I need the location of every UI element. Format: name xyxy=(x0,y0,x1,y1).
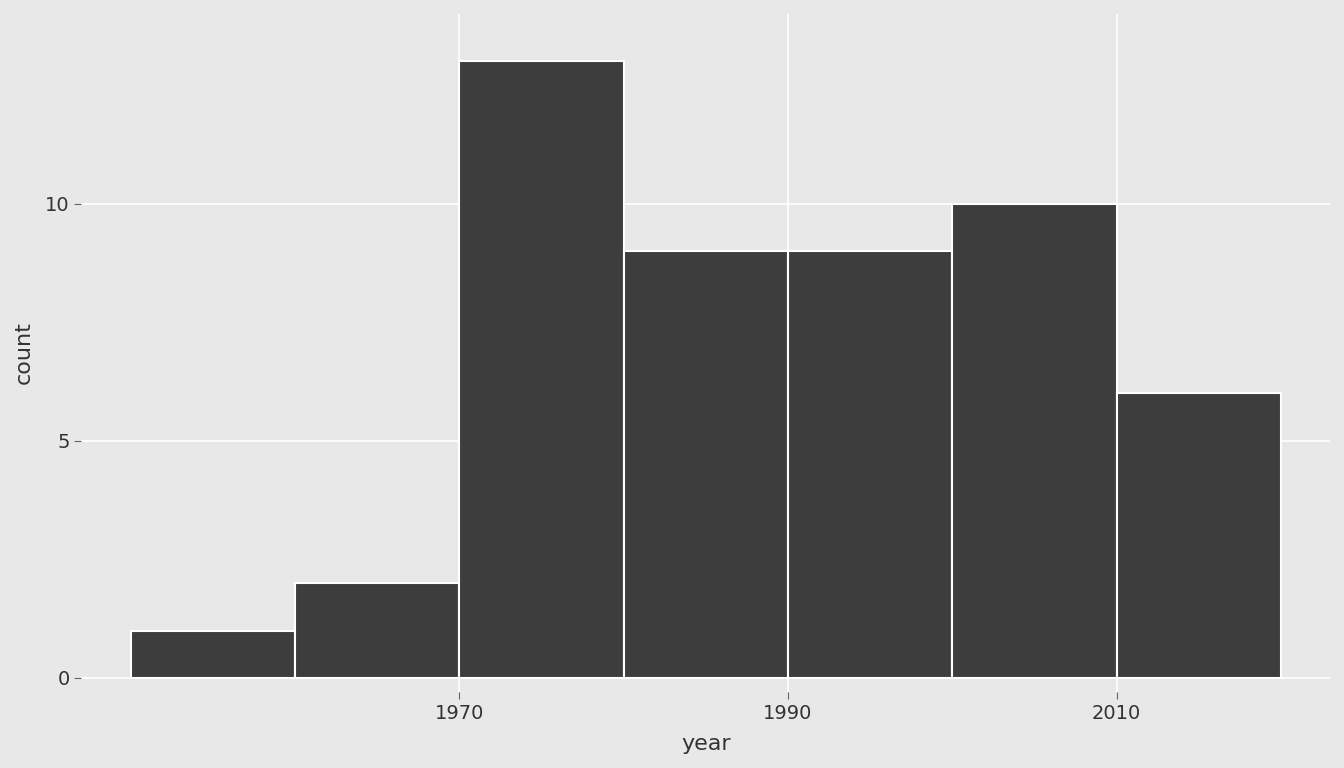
Bar xyxy=(952,204,1117,678)
Bar xyxy=(460,61,624,678)
Bar xyxy=(1117,393,1281,678)
X-axis label: year: year xyxy=(681,734,731,754)
Bar xyxy=(788,251,952,678)
Bar xyxy=(296,583,460,678)
Bar xyxy=(624,251,788,678)
Y-axis label: count: count xyxy=(13,322,34,385)
Bar xyxy=(130,631,296,678)
